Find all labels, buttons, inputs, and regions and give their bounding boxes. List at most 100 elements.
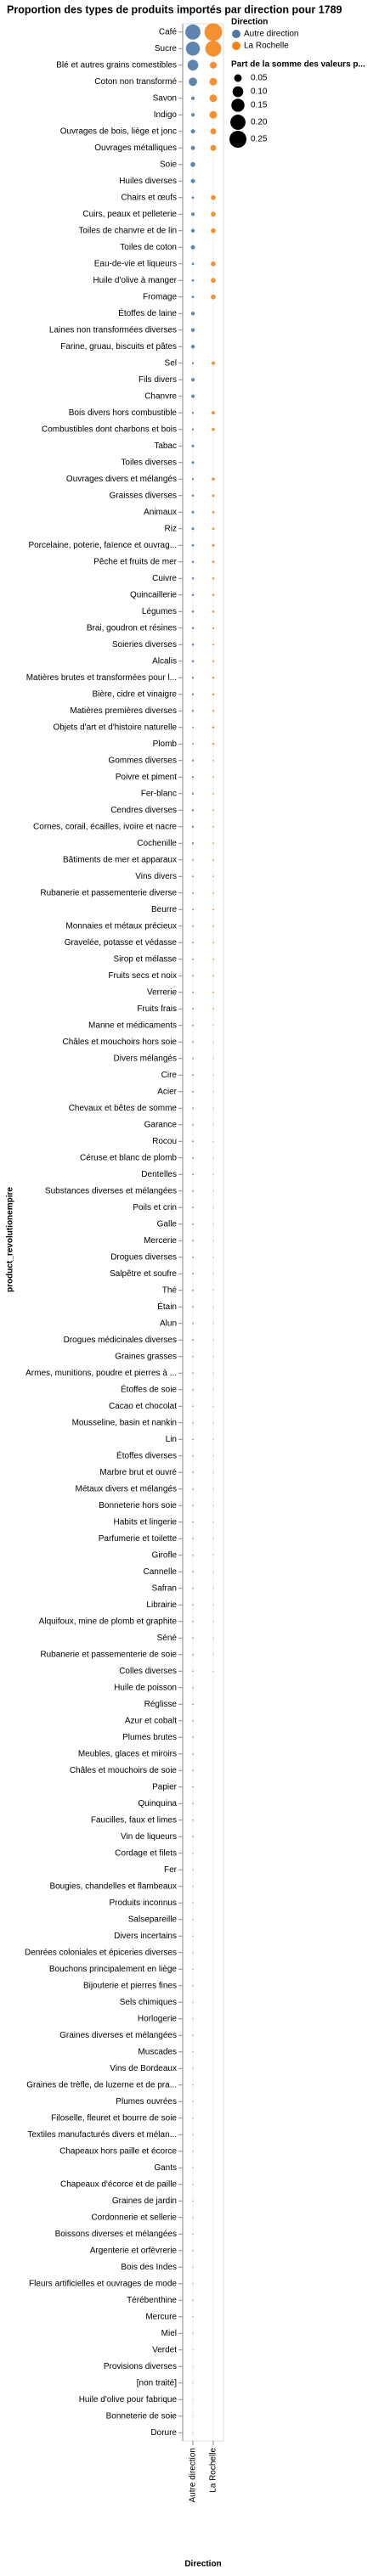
bubble	[192, 2200, 194, 2202]
bubble	[212, 710, 215, 712]
legend-swatch	[232, 42, 240, 50]
bubble	[192, 1620, 194, 1623]
bubble	[192, 1339, 194, 1341]
bubble	[192, 1322, 194, 1325]
y-tick-label: Poils et crin	[133, 1203, 177, 1212]
bubble	[192, 2101, 194, 2102]
bubble	[192, 2316, 194, 2318]
y-tick-label: Réglisse	[144, 1700, 178, 1709]
bubble	[192, 1223, 194, 1225]
y-tick-label: Bâtiments de mer et apparaux	[63, 855, 177, 864]
bubble	[191, 278, 195, 282]
y-tick-label: Marbre brut et ouvré	[99, 1468, 177, 1477]
bubble	[192, 2184, 194, 2185]
bubble	[192, 1140, 194, 1143]
bubble	[192, 975, 194, 977]
bubble	[192, 1752, 194, 1755]
y-tick-label: Laines non transformées diverses	[49, 325, 177, 335]
y-tick-label: Cordonnerie et sellerie	[91, 2213, 177, 2222]
bubble	[212, 1339, 214, 1341]
bubble	[192, 1240, 194, 1242]
y-tick-label: Graines grasses	[115, 1352, 177, 1361]
bubble	[191, 759, 195, 762]
bubble	[192, 1372, 194, 1375]
bubble	[191, 478, 195, 481]
bubble	[192, 1206, 194, 1209]
y-tick-label: Cuivre	[152, 574, 177, 583]
y-tick-label: Argenterie et orfèvrerie	[90, 2246, 178, 2255]
size-legend-swatch	[232, 86, 244, 98]
bubble	[192, 1405, 194, 1408]
bubble	[185, 42, 201, 56]
y-tick-label: Indigo	[154, 110, 178, 120]
y-tick-label: Acier	[157, 1087, 177, 1096]
bubble	[191, 378, 195, 382]
bubble	[212, 1604, 214, 1606]
bubble	[192, 1703, 194, 1706]
bubble	[192, 1554, 194, 1556]
y-tick-label: Ouvrages de bois, liège et jonc	[60, 127, 177, 136]
y-tick-label: Sirop et mélasse	[114, 954, 178, 964]
bubble	[212, 1091, 214, 1093]
bubble	[192, 1670, 194, 1673]
bubble	[212, 1455, 214, 1457]
y-tick-label: Bonneterie de soie	[106, 2411, 178, 2421]
bubble	[189, 77, 197, 87]
bubble	[192, 858, 194, 861]
y-tick-label: Chanvre	[144, 391, 177, 401]
y-tick-label: Huiles diverses	[119, 177, 177, 186]
y-tick-label: Galle	[157, 1219, 178, 1229]
bubble	[212, 1323, 214, 1325]
bubble	[212, 1107, 214, 1109]
bubble	[210, 144, 217, 151]
y-tick-label: Fleurs artificielles et ouvrages de mode	[29, 2279, 177, 2288]
size-legend-label: 0.05	[251, 74, 268, 83]
bubble	[191, 660, 195, 663]
bubble	[192, 1886, 194, 1887]
bubble	[192, 1074, 194, 1077]
y-tick-label: [non traité]	[137, 2378, 177, 2388]
y-tick-label: Vins de Bordeaux	[110, 2064, 177, 2073]
y-tick-label: Chevaux et bêtes de somme	[69, 1104, 178, 1113]
y-tick-label: Riz	[165, 524, 177, 533]
bubble	[209, 94, 218, 103]
y-tick-label: Alquifoux, mine de plomb et graphite	[39, 1617, 178, 1626]
y-axis-title: product_revolutionempire	[6, 1187, 15, 1292]
y-tick-label: Pêche et fruits de mer	[93, 557, 177, 566]
bubble	[191, 510, 195, 514]
y-tick-label: Denrées coloniales et épiceries diverses	[25, 1948, 177, 1957]
bubble	[192, 1902, 194, 1904]
bubble	[192, 1686, 194, 1689]
size-legend-swatch	[234, 74, 242, 82]
y-tick-label: Divers incertains	[114, 1932, 177, 1941]
y-tick-label: Térébenthine	[127, 2296, 177, 2305]
bubble	[192, 908, 194, 911]
bubble	[192, 958, 194, 960]
y-tick-label: Drogues médicinales diverses	[64, 1336, 177, 1345]
y-tick-label: Armes, munitions, poudre et pierres à ..…	[25, 1369, 177, 1378]
bubble	[212, 891, 214, 894]
bubble	[192, 1919, 194, 1921]
y-tick-label: Mercerie	[144, 1236, 177, 1246]
y-tick-label: Blé et autres grains comestibles	[56, 60, 177, 70]
bubble	[190, 178, 195, 183]
y-tick-label: Fruits frais	[137, 1004, 177, 1014]
y-tick-label: Ouvrages métalliques	[94, 143, 177, 153]
y-tick-label: Sels chimiques	[120, 1998, 177, 2007]
y-tick-label: Vin de liqueurs	[121, 1832, 177, 1842]
bubble	[190, 161, 195, 167]
bubble	[212, 809, 214, 812]
y-tick-label: Étoffes de laine	[118, 307, 177, 318]
y-tick-label: Toiles de chanvre et de lin	[78, 226, 177, 235]
bubble	[212, 1124, 214, 1126]
y-tick-label: Toiles de coton	[120, 243, 177, 252]
y-tick-label: Savon	[153, 93, 177, 103]
bubble	[209, 110, 218, 119]
bubble	[185, 24, 201, 40]
bubble	[192, 2332, 194, 2334]
bubble	[212, 825, 214, 828]
bubble	[192, 1538, 194, 1540]
bubble	[211, 261, 216, 267]
y-tick-label: Dorure	[150, 2428, 177, 2438]
y-tick-label: Fer	[164, 1865, 178, 1875]
